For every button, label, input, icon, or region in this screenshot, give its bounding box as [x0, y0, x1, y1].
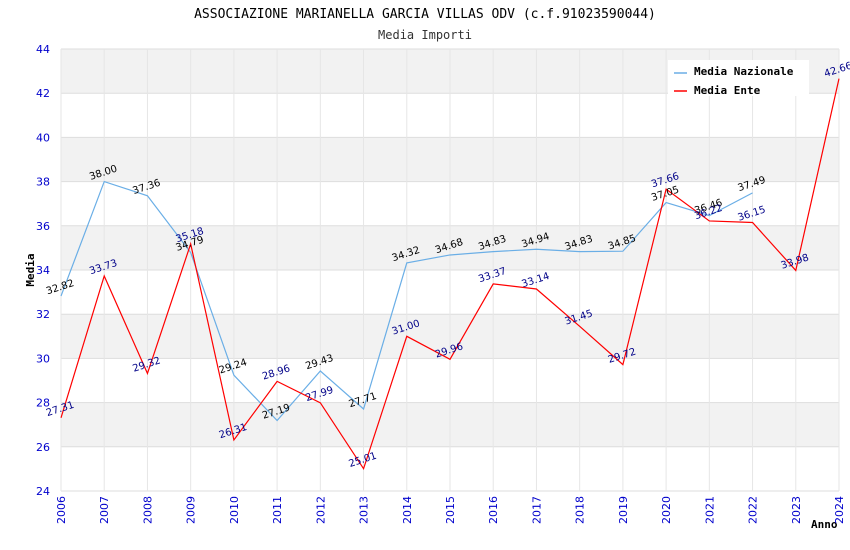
x-tick-label: 2012	[314, 496, 327, 524]
x-tick-label: 2018	[574, 496, 587, 524]
y-tick-label: 30	[36, 352, 50, 365]
x-tick-label: 2020	[660, 496, 673, 524]
x-tick-label: 2017	[530, 496, 543, 524]
y-tick-label: 40	[36, 131, 50, 144]
x-tick-label: 2006	[55, 496, 68, 524]
x-tick-label: 2019	[617, 496, 630, 524]
x-tick-label: 2022	[747, 496, 760, 524]
x-tick-label: 2024	[833, 496, 846, 524]
y-tick-label: 24	[36, 485, 50, 498]
y-tick-label: 36	[36, 220, 50, 233]
y-tick-label: 44	[36, 43, 50, 56]
y-tick-label: 28	[36, 397, 50, 410]
y-tick-label: 32	[36, 308, 50, 321]
series-line-media-ente	[60, 78, 840, 471]
x-tick-label: 2007	[98, 496, 111, 524]
x-tick-label: 2013	[358, 496, 371, 524]
x-tick-label: 2010	[228, 496, 241, 524]
chart-subtitle: Media Importi	[378, 28, 472, 42]
series-lines	[60, 78, 840, 471]
legend: Media Nazionale Media Ente	[668, 60, 809, 97]
x-axis-label: Anno	[811, 518, 838, 531]
y-tick-label: 26	[36, 441, 50, 454]
legend-label-media-nazionale: Media Nazionale	[694, 65, 794, 78]
legend-label-media-ente: Media Ente	[694, 84, 761, 97]
x-tick-label: 2023	[790, 496, 803, 524]
x-tick-label: 2011	[271, 496, 284, 524]
y-tick-label: 38	[36, 176, 50, 189]
x-tick-label: 2016	[487, 496, 500, 524]
x-tick-label: 2009	[185, 496, 198, 524]
series-line-media-nazionale	[60, 180, 753, 422]
x-axis-ticks: 2006 2007 2008 2009 2010 2011 2012 2013 2014 2015…	[55, 496, 846, 524]
y-tick-label: 34	[36, 264, 50, 277]
legend-box	[668, 60, 809, 96]
x-tick-label: 2015	[444, 496, 457, 524]
x-tick-label: 2021	[703, 496, 716, 524]
y-axis-label: Media	[24, 253, 37, 286]
y-axis-ticks: 24 26 28 30 32 34 36 38 40 42 44	[36, 43, 50, 498]
y-tick-label: 42	[36, 87, 50, 100]
chart-title: ASSOCIAZIONE MARIANELLA GARCIA VILLAS OD…	[194, 7, 656, 22]
x-tick-label: 2014	[401, 496, 414, 524]
x-tick-label: 2008	[141, 496, 154, 524]
